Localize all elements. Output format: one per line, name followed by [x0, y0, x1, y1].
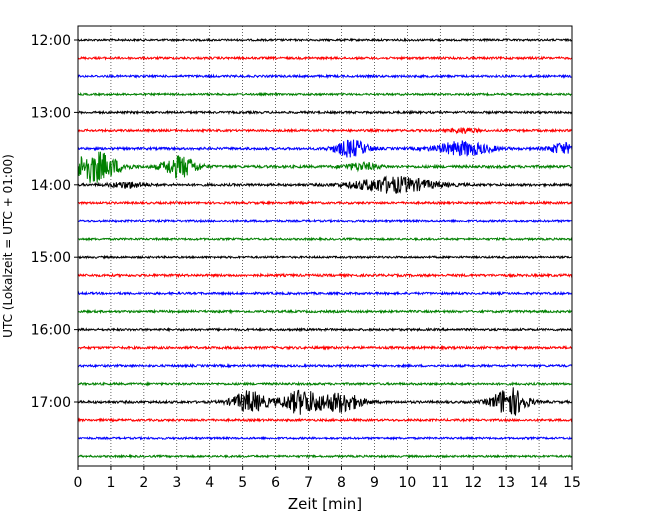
- trace-16-15: [77, 344, 573, 351]
- trace-15-30: [77, 290, 573, 297]
- vertical-gridlines: [110, 26, 540, 466]
- x-tick-label: 12: [464, 475, 482, 491]
- x-tick-label: 3: [172, 475, 181, 491]
- plot-frame: [77, 25, 573, 467]
- trace-14-00: [77, 175, 573, 195]
- trace-16-30: [77, 362, 573, 369]
- x-tick-label: 6: [271, 475, 280, 491]
- y-tick-label: 13:00: [31, 105, 71, 121]
- trace-17-45: [77, 453, 573, 460]
- trace-15-45: [77, 308, 573, 315]
- x-tick-label: 1: [106, 475, 115, 491]
- y-tick-label: 15:00: [31, 250, 71, 266]
- y-axis-label: UTC (Lokalzeit = UTC + 01:00): [1, 154, 15, 338]
- x-axis-label: Zeit [min]: [288, 495, 362, 513]
- y-tick-label: 14:00: [31, 178, 71, 194]
- trace-13-00: [77, 109, 573, 116]
- y-tick-label: 17:00: [31, 395, 71, 411]
- x-axis-ticks: 0 1 2 3 4 5 6 7 8 9 10 11 12 13 14 15: [74, 466, 581, 491]
- x-tick-label: 11: [431, 475, 449, 491]
- x-tick-label: 7: [304, 475, 313, 491]
- trace-17-30: [77, 435, 573, 441]
- trace-13-15: [77, 126, 573, 135]
- trace-13-30: [77, 139, 573, 158]
- x-tick-label: 10: [398, 475, 416, 491]
- trace-16-00: [77, 326, 573, 333]
- x-tick-label: 14: [530, 475, 548, 491]
- trace-15-15: [77, 272, 573, 279]
- trace-14-30: [77, 218, 573, 224]
- trace-13-45: [77, 151, 573, 183]
- x-tick-label: 0: [74, 475, 83, 491]
- trace-12-15: [77, 55, 573, 61]
- trace-15-00: [77, 254, 573, 260]
- y-axis-ticks: 12:00 13:00 14:00 15:00 16:00 17:00: [31, 33, 78, 411]
- x-tick-label: 2: [139, 475, 148, 491]
- x-tick-label: 4: [205, 475, 214, 491]
- trace-12-45: [77, 91, 573, 97]
- trace-17-00: [77, 387, 573, 416]
- x-tick-label: 5: [238, 475, 247, 491]
- trace-12-00: [77, 37, 573, 43]
- x-tick-label: 8: [337, 475, 346, 491]
- trace-14-15: [77, 200, 573, 206]
- y-tick-label: 16:00: [31, 323, 71, 339]
- trace-14-45: [77, 236, 573, 242]
- trace-17-15: [77, 417, 573, 423]
- x-tick-label: 9: [370, 475, 379, 491]
- trace-12-30: [77, 73, 573, 80]
- x-tick-label: 13: [497, 475, 515, 491]
- y-tick-label: 12:00: [31, 33, 71, 49]
- trace-group: [77, 37, 573, 460]
- trace-16-45: [77, 380, 573, 387]
- x-tick-label: 15: [563, 475, 581, 491]
